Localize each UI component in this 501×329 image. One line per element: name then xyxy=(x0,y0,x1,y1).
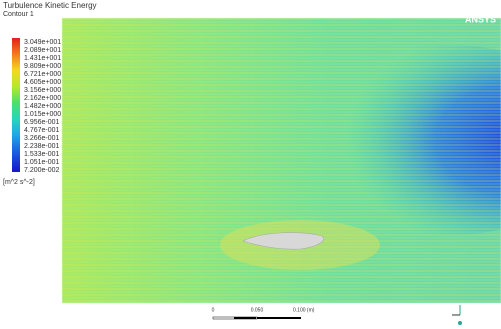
legend-label: 1.482e+000 xyxy=(24,103,61,110)
scale-label: 0.050 xyxy=(251,307,264,313)
legend-label: 1.431e+001 xyxy=(24,55,61,62)
legend-label: 2.238e-001 xyxy=(24,143,60,150)
axis-z xyxy=(458,321,462,325)
legend-labels: 3.049e+0012.089e+0011.431e+0019.809e+000… xyxy=(24,39,61,174)
scale-label: 0.100 (m) xyxy=(293,307,315,313)
scale-bar-segment xyxy=(257,317,301,319)
legend-label: 4.767e-001 xyxy=(24,127,60,134)
legend-label: 1.015e+000 xyxy=(24,111,61,118)
legend-label: 6.956e-001 xyxy=(24,119,60,126)
legend-label: 9.809e+000 xyxy=(24,63,61,70)
scale-bar-dark xyxy=(234,317,256,319)
legend-label: 3.266e-001 xyxy=(24,135,60,142)
legend-label: 6.721e+000 xyxy=(24,71,61,78)
title: Turbulence Kinetic Energy xyxy=(3,1,97,10)
subtitle: Contour 1 xyxy=(3,11,34,18)
legend-label: 1.051e-001 xyxy=(24,159,60,166)
legend-label: 4.605e+000 xyxy=(24,79,61,86)
viewport: Turbulence Kinetic Energy Contour 1 ANSY… xyxy=(0,0,501,329)
scale-label: 0 xyxy=(212,307,215,313)
legend-label: 3.049e+001 xyxy=(24,39,61,46)
legend-unit: [m^2 s^-2] xyxy=(3,179,35,186)
legend-label: 1.533e-001 xyxy=(24,151,60,158)
legend-label: 2.089e+001 xyxy=(24,47,61,54)
legend-label: 2.162e+000 xyxy=(24,95,61,102)
legend-label: 3.156e+000 xyxy=(24,87,61,94)
brand: ANSYS xyxy=(465,14,496,24)
color-bar xyxy=(12,38,20,172)
legend-label: 7.200e-002 xyxy=(24,167,60,174)
